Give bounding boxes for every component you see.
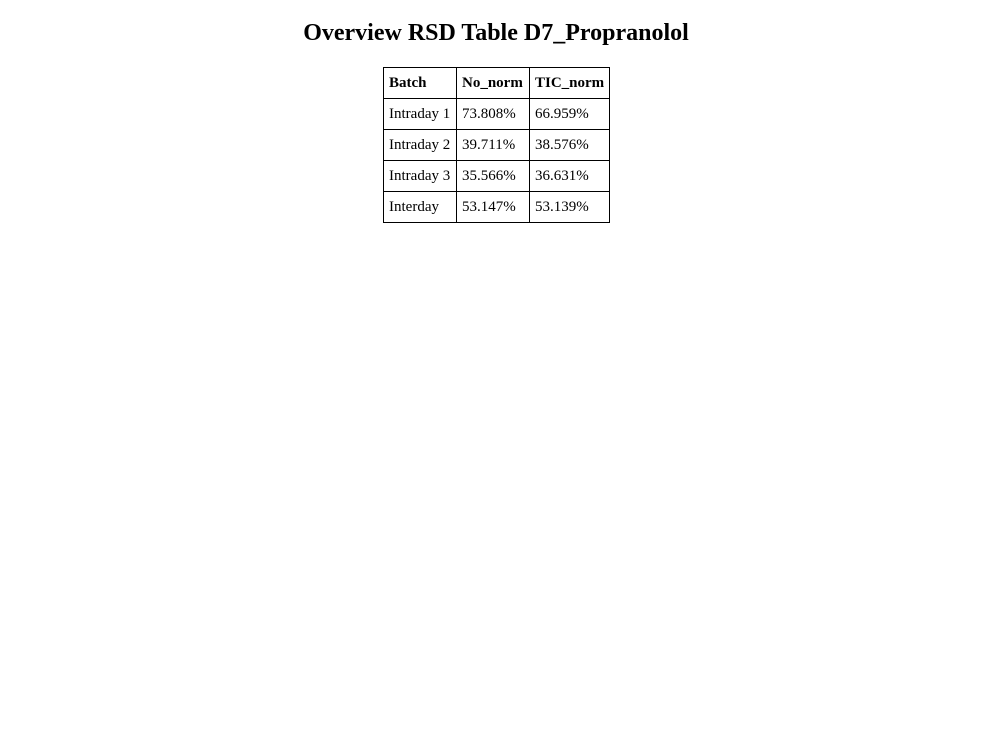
cell-no-norm: 53.147% [456,191,530,223]
table-row: Intraday 2 39.711% 38.576% [383,129,611,161]
cell-no-norm: 35.566% [456,160,530,192]
rsd-table: Batch No_norm TIC_norm Intraday 1 73.808… [383,67,611,223]
cell-batch: Interday [383,191,457,223]
cell-tic-norm: 38.576% [528,129,611,161]
table-row: Intraday 3 35.566% 36.631% [383,160,611,192]
cell-no-norm: 39.711% [456,129,530,161]
header-tic-norm: TIC_norm [528,67,611,99]
page-title: Overview RSD Table D7_Propranolol [303,20,689,46]
header-batch: Batch [383,67,457,99]
header-no-norm: No_norm [456,67,530,99]
table-header-row: Batch No_norm TIC_norm [383,67,611,99]
cell-batch: Intraday 1 [383,98,457,130]
table-row: Intraday 1 73.808% 66.959% [383,98,611,130]
cell-tic-norm: 36.631% [528,160,611,192]
table-row: Interday 53.147% 53.139% [383,191,611,223]
cell-batch: Intraday 3 [383,160,457,192]
cell-tic-norm: 53.139% [528,191,611,223]
cell-tic-norm: 66.959% [528,98,611,130]
cell-batch: Intraday 2 [383,129,457,161]
cell-no-norm: 73.808% [456,98,530,130]
